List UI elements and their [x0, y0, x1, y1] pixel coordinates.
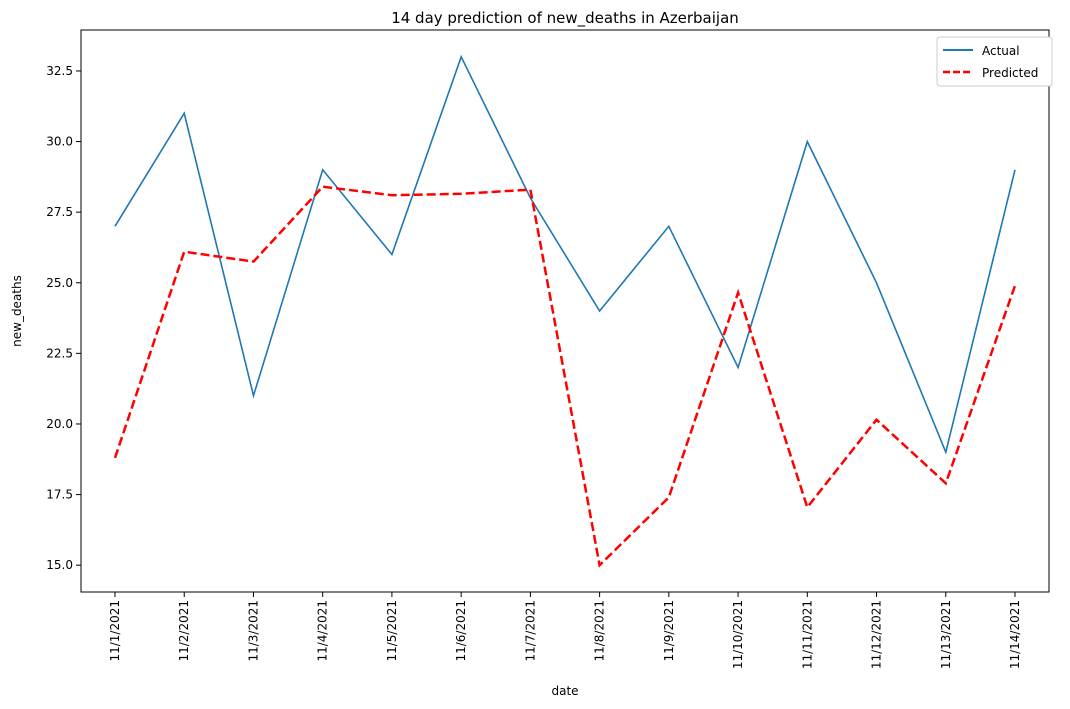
- series-lines: [113, 54, 1017, 568]
- x-tick-label: 11/14/2021: [1008, 600, 1022, 669]
- legend: Actual Predicted: [936, 36, 1053, 87]
- y-tick-label: 15.0: [46, 558, 73, 572]
- x-tick-label: 11/10/2021: [731, 600, 745, 669]
- y-axis-label: new_deaths: [10, 275, 24, 347]
- plot-area: [80, 29, 1050, 593]
- y-tick-label: 32.5: [46, 64, 73, 78]
- x-axis-label: date: [551, 684, 578, 698]
- y-tick-label: 17.5: [46, 488, 73, 502]
- x-tick-label: 11/6/2021: [454, 600, 468, 662]
- series-line-actual: [114, 54, 1016, 455]
- x-tick-label: 11/7/2021: [523, 600, 537, 662]
- x-tick-label: 11/11/2021: [800, 600, 814, 669]
- x-tick-label: 11/1/2021: [108, 600, 122, 662]
- x-tick-label: 11/2/2021: [177, 600, 191, 662]
- chart-title: 14 day prediction of new_deaths in Azerb…: [391, 9, 739, 28]
- legend-label-actual: Actual: [982, 44, 1020, 58]
- y-tick-label: 27.5: [46, 205, 73, 219]
- y-tick-label: 22.5: [46, 346, 73, 360]
- legend-label-predicted: Predicted: [982, 66, 1038, 80]
- x-tick-label: 11/13/2021: [939, 600, 953, 669]
- x-tick-label: 11/4/2021: [316, 600, 330, 662]
- x-axis: 11/1/2021 11/2/2021 11/3/2021 11/4/2021 11/5…: [108, 592, 1022, 669]
- y-axis: 15.0 17.5 20.0 22.5 25.0 27.5 30.0 32.5: [46, 64, 81, 572]
- y-tick-label: 20.0: [46, 417, 73, 431]
- series-line-predicted: [113, 185, 1017, 568]
- x-tick-label: 11/3/2021: [246, 600, 260, 662]
- x-tick-label: 11/12/2021: [870, 600, 884, 669]
- y-tick-label: 25.0: [46, 276, 73, 290]
- x-tick-label: 11/5/2021: [385, 600, 399, 662]
- x-tick-label: 11/8/2021: [593, 600, 607, 662]
- y-tick-label: 30.0: [46, 135, 73, 149]
- x-tick-label: 11/9/2021: [662, 600, 676, 662]
